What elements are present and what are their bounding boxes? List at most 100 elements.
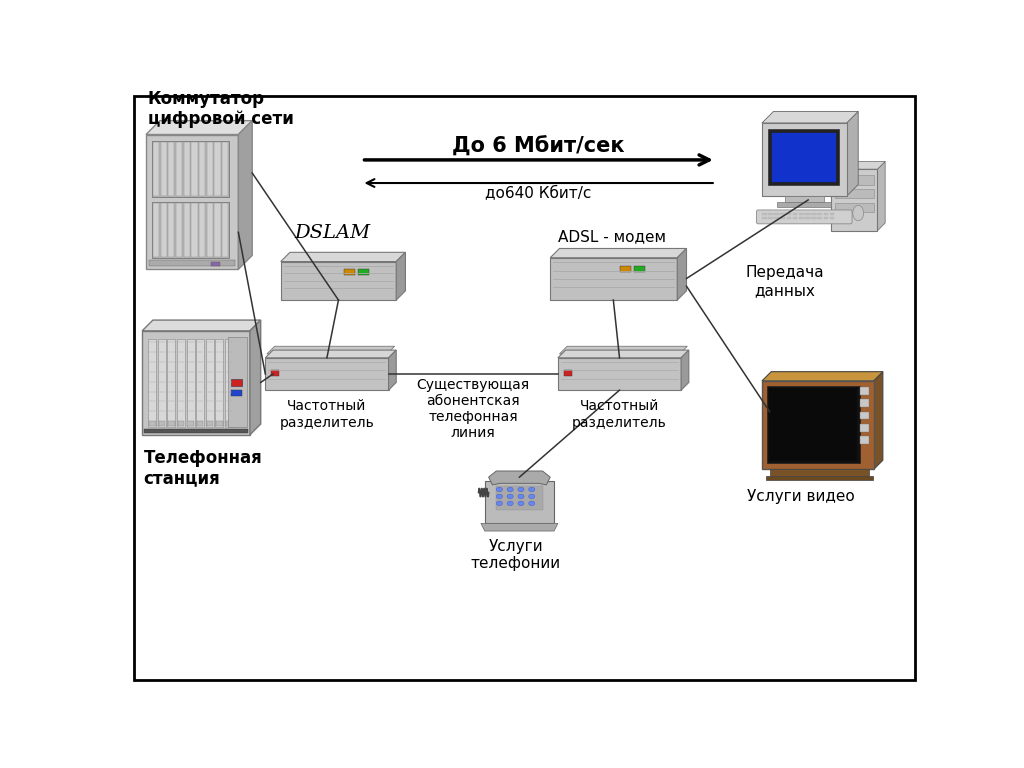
Bar xyxy=(159,421,165,425)
Bar xyxy=(153,141,229,197)
Bar xyxy=(767,386,860,463)
Bar xyxy=(222,204,228,257)
Bar xyxy=(785,196,823,202)
Ellipse shape xyxy=(507,501,513,505)
Bar xyxy=(168,142,174,196)
Bar xyxy=(777,202,831,207)
Bar xyxy=(817,217,822,219)
Bar xyxy=(187,421,194,425)
Bar xyxy=(799,213,804,215)
Bar xyxy=(762,213,767,215)
Bar xyxy=(831,169,878,230)
Bar xyxy=(153,204,159,257)
Bar xyxy=(860,436,869,444)
Bar xyxy=(177,339,185,427)
Ellipse shape xyxy=(528,494,535,498)
Bar xyxy=(231,390,243,396)
Bar xyxy=(780,217,785,219)
Bar xyxy=(168,339,175,427)
Bar xyxy=(178,421,184,425)
Bar xyxy=(621,266,631,273)
Bar xyxy=(793,217,798,219)
Polygon shape xyxy=(550,249,686,258)
Text: Услуги видео: Услуги видео xyxy=(746,488,854,504)
Polygon shape xyxy=(265,358,388,390)
Bar xyxy=(770,469,869,475)
Bar xyxy=(762,123,847,196)
Text: Частотный
разделитель: Частотный разделитель xyxy=(572,399,667,429)
Polygon shape xyxy=(681,350,689,390)
Polygon shape xyxy=(677,249,686,300)
Bar xyxy=(805,213,810,215)
Polygon shape xyxy=(558,358,681,390)
Polygon shape xyxy=(762,111,858,123)
Polygon shape xyxy=(550,258,677,300)
Ellipse shape xyxy=(507,487,513,492)
Bar xyxy=(836,203,873,212)
Bar xyxy=(186,339,195,427)
Polygon shape xyxy=(484,481,554,523)
Bar xyxy=(860,412,869,419)
Polygon shape xyxy=(878,161,885,230)
Text: До 6 Мбит/сек: До 6 Мбит/сек xyxy=(453,137,625,157)
Bar xyxy=(786,213,792,215)
Bar xyxy=(197,421,204,425)
Polygon shape xyxy=(559,346,687,354)
Bar xyxy=(793,213,798,215)
Bar xyxy=(823,213,828,215)
Bar xyxy=(225,421,232,425)
Bar xyxy=(197,339,204,427)
Bar xyxy=(774,217,779,219)
Bar xyxy=(158,339,166,427)
Bar xyxy=(207,142,213,196)
Ellipse shape xyxy=(853,205,863,220)
Bar xyxy=(150,421,156,425)
Bar xyxy=(168,204,174,257)
Bar xyxy=(829,213,835,215)
Bar xyxy=(176,142,182,196)
Bar xyxy=(191,204,198,257)
Ellipse shape xyxy=(518,501,524,505)
Bar xyxy=(150,260,236,266)
Bar xyxy=(231,379,243,386)
Text: до640 Кбит/с: до640 Кбит/с xyxy=(485,185,592,200)
Bar xyxy=(176,204,182,257)
Polygon shape xyxy=(142,331,250,435)
Polygon shape xyxy=(281,253,406,262)
Polygon shape xyxy=(142,320,261,331)
Bar xyxy=(768,129,839,185)
Bar xyxy=(168,421,175,425)
Polygon shape xyxy=(873,372,883,469)
Ellipse shape xyxy=(518,487,524,492)
Polygon shape xyxy=(847,111,858,196)
Bar xyxy=(199,204,205,257)
Text: Передача
данных: Передача данных xyxy=(745,266,824,298)
Bar xyxy=(836,175,873,184)
Polygon shape xyxy=(267,346,394,354)
Polygon shape xyxy=(146,134,239,270)
Polygon shape xyxy=(250,320,261,435)
Bar xyxy=(774,213,779,215)
Bar xyxy=(762,381,873,469)
Bar xyxy=(153,202,229,259)
Polygon shape xyxy=(558,350,689,358)
Text: ADSL - модем: ADSL - модем xyxy=(558,229,666,244)
Bar xyxy=(144,429,248,433)
Ellipse shape xyxy=(518,494,524,498)
Bar xyxy=(823,217,828,219)
Polygon shape xyxy=(388,350,396,390)
Bar xyxy=(228,337,247,427)
Bar xyxy=(769,388,857,461)
Bar xyxy=(762,217,767,219)
Bar xyxy=(817,213,822,215)
Bar xyxy=(214,142,220,196)
Bar xyxy=(836,189,873,198)
Bar xyxy=(207,204,213,257)
Text: Услуги
телефонии: Услуги телефонии xyxy=(470,539,560,571)
Bar xyxy=(771,132,836,182)
Bar xyxy=(811,213,816,215)
Bar xyxy=(148,339,157,427)
Polygon shape xyxy=(481,523,558,531)
Text: Телефонная
станция: Телефонная станция xyxy=(143,449,262,488)
Ellipse shape xyxy=(528,487,535,492)
